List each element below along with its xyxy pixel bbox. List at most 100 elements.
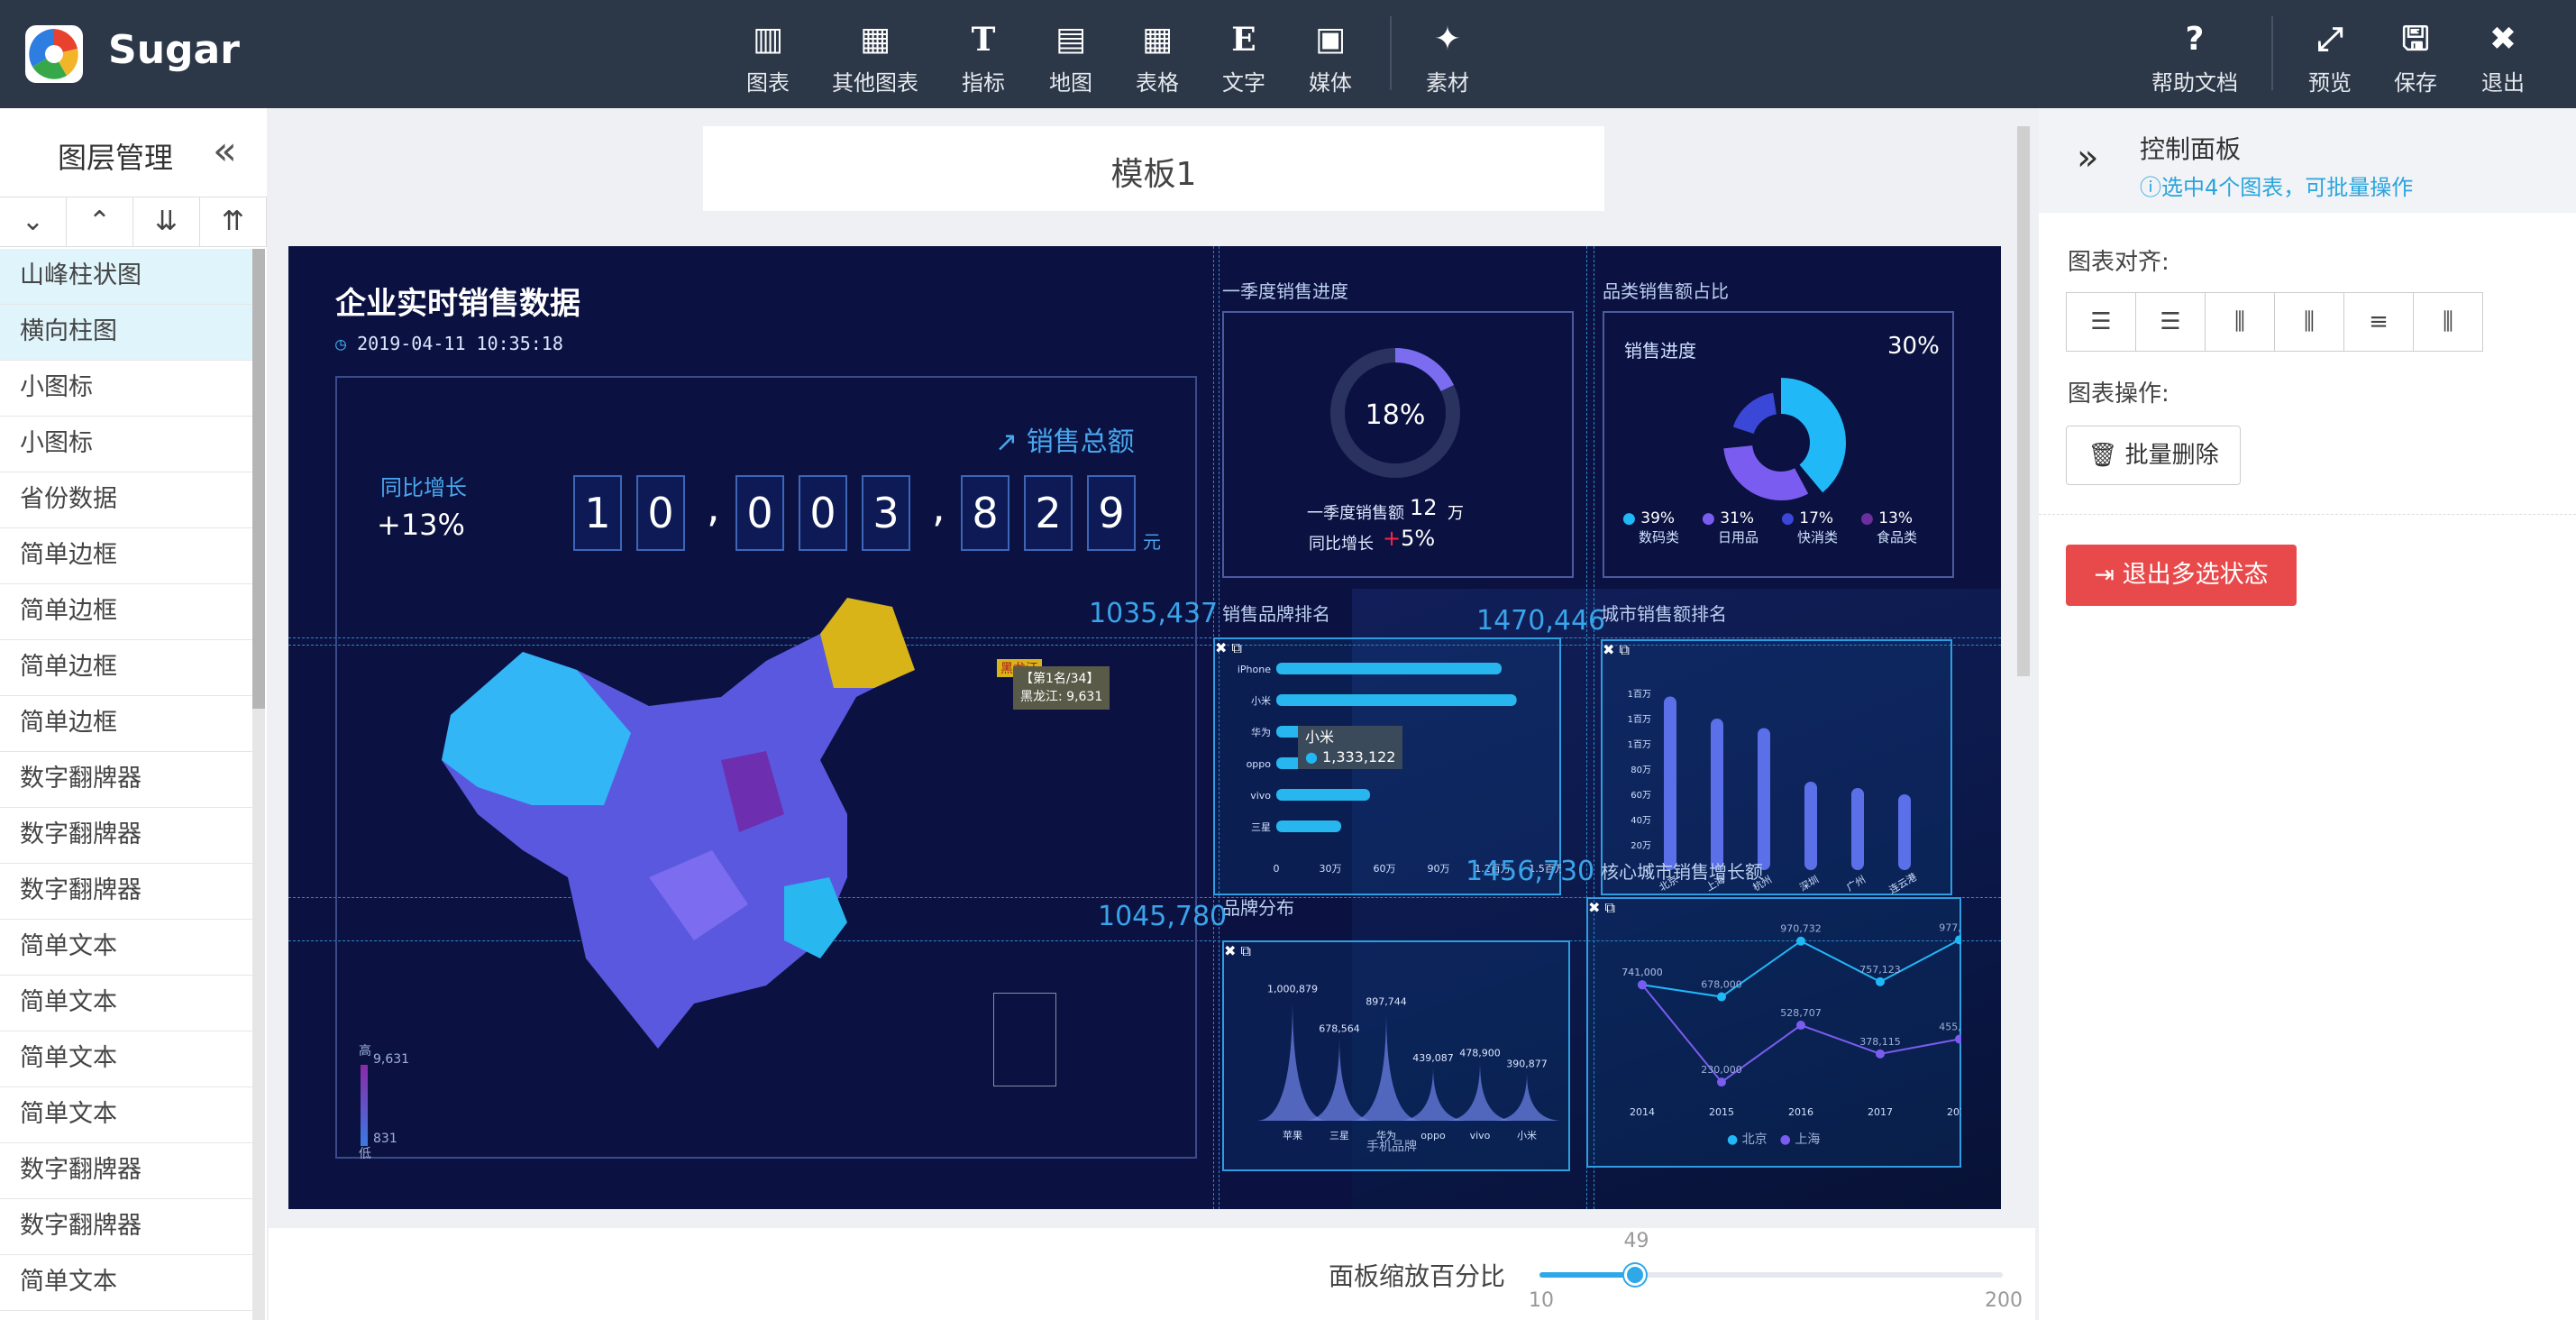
city-tick-label: 40万 bbox=[1631, 816, 1651, 826]
align-bottom-icon[interactable]: ⫼ bbox=[2274, 292, 2344, 352]
widget-close-icon[interactable]: ✖ ⧉ bbox=[1603, 641, 1630, 658]
brand-peak bbox=[1491, 1072, 1563, 1121]
yoy-value: +13% bbox=[377, 508, 465, 542]
control-panel: » 控制面板 ⓘ选中4个图表，可批量操作 图表对齐: ☰ ☰ ⫼ ⫼ ≡ ⫼ 图… bbox=[2039, 108, 2576, 1320]
zoom-slider-handle[interactable] bbox=[1623, 1264, 1646, 1286]
zoom-slider-track[interactable] bbox=[1539, 1272, 2003, 1278]
toolbar-other-charts-button[interactable]: ▦ 其他图表 bbox=[826, 20, 925, 96]
layer-item[interactable]: 简单文本 bbox=[0, 1255, 252, 1311]
template-title-box[interactable]: 模板1 bbox=[703, 126, 1604, 211]
toolbar-media-button[interactable]: ▣ 媒体 bbox=[1281, 20, 1380, 96]
layer-scrollbar[interactable] bbox=[252, 249, 265, 1320]
align-top-icon[interactable]: ⫼ bbox=[2205, 292, 2275, 352]
layer-item[interactable]: 数字翻牌器 bbox=[0, 752, 252, 808]
city-rank-widget-selected[interactable] bbox=[1601, 639, 1952, 895]
canvas-scrollbar[interactable] bbox=[2017, 126, 2030, 676]
preview-button[interactable]: ⤢ 预览 bbox=[2280, 20, 2380, 96]
toolbar-text-button[interactable]: E 文字 bbox=[1194, 20, 1293, 96]
growth-point bbox=[1955, 1034, 1961, 1044]
map-region-hunan[interactable] bbox=[649, 850, 748, 940]
layer-item[interactable]: 数字翻牌器 bbox=[0, 1143, 252, 1199]
q1-progress-widget[interactable] bbox=[1222, 311, 1574, 578]
save-button[interactable]: 🖫 保存 bbox=[2366, 20, 2465, 96]
city-bar bbox=[1664, 696, 1676, 870]
align-center-icon[interactable]: ⫼ bbox=[2413, 292, 2483, 352]
brand-peak-value: 390,877 bbox=[1506, 1059, 1548, 1070]
brand-peak bbox=[1397, 1067, 1469, 1121]
close-icon: ✖ bbox=[2489, 21, 2517, 58]
layer-scrollbar-thumb[interactable] bbox=[252, 249, 265, 709]
layer-item[interactable]: 省份数据 bbox=[0, 472, 252, 528]
align-left-icon[interactable]: ☰ bbox=[2066, 292, 2136, 352]
align-right-icon[interactable]: ☰ bbox=[2135, 292, 2206, 352]
layer-item[interactable]: 小图标 bbox=[0, 417, 252, 472]
widget-close-icon[interactable]: ✖ ⧉ bbox=[1224, 942, 1251, 959]
category-donut bbox=[1716, 378, 1846, 508]
guide-line bbox=[1586, 246, 1587, 1209]
layer-item[interactable]: 简单文本 bbox=[0, 1031, 252, 1087]
exit-button[interactable]: ✖ 退出 bbox=[2453, 20, 2553, 96]
toolbar-table-button[interactable]: ▦ 表格 bbox=[1108, 20, 1207, 96]
text-t-icon: T bbox=[971, 21, 996, 59]
layer-item[interactable]: 简单边框 bbox=[0, 528, 252, 584]
layer-item[interactable]: 简单边框 bbox=[0, 584, 252, 640]
brand-tooltip: 小米 ● 1,333,122 bbox=[1298, 726, 1403, 769]
dashboard-canvas[interactable]: 企业实时销售数据 ◷ 2019-04-11 10:35:18 ↗ 销售总额 同比… bbox=[288, 246, 2001, 1209]
city-bar bbox=[1758, 728, 1770, 870]
growth-value: 455,654 bbox=[1939, 1021, 1961, 1032]
zoom-bar: 面板缩放百分比 49 10 200 bbox=[269, 1228, 2035, 1320]
toolbar-map-button[interactable]: ▤ 地图 bbox=[1021, 20, 1120, 96]
map-region-xinjiang[interactable] bbox=[442, 652, 631, 805]
growth-point bbox=[1796, 1021, 1805, 1031]
category-widget[interactable] bbox=[1603, 311, 1954, 578]
digit-card: 0 bbox=[735, 475, 784, 551]
growth-value: 977,412 bbox=[1939, 921, 1961, 933]
layer-item[interactable]: 数字翻牌器 bbox=[0, 864, 252, 920]
batch-delete-button[interactable]: 🗑 批量删除 bbox=[2066, 426, 2241, 485]
move-down-icon[interactable]: ⌄ bbox=[0, 197, 67, 246]
q1-sales-label: 一季度销售额 bbox=[1307, 504, 1404, 523]
city-bar-label: 深圳 bbox=[1797, 874, 1821, 894]
city-tick-label: 20万 bbox=[1631, 841, 1651, 851]
layer-item[interactable]: 小图标 bbox=[0, 361, 252, 417]
layer-item[interactable]: 数字翻牌器 bbox=[0, 808, 252, 864]
layer-item[interactable]: 数字翻牌器 bbox=[0, 1199, 252, 1255]
brand-dist-widget-selected[interactable] bbox=[1222, 940, 1570, 1171]
collapse-left-icon[interactable]: « bbox=[213, 128, 237, 174]
brand-peak-value: 1,000,879 bbox=[1267, 984, 1318, 995]
category-legend-item: ● 13% 食品类 bbox=[1860, 509, 1918, 545]
main-map-frame[interactable] bbox=[335, 376, 1197, 1159]
widget-close-icon[interactable]: ✖ ⧉ bbox=[1588, 899, 1615, 916]
growth-value: 528,707 bbox=[1780, 1007, 1822, 1019]
layer-item[interactable]: 横向柱图 bbox=[0, 305, 252, 361]
guide-line bbox=[288, 645, 2001, 646]
map-region-shanxi[interactable] bbox=[721, 751, 784, 832]
move-bottom-icon[interactable]: ⇊ bbox=[133, 197, 200, 246]
layer-item[interactable]: 简单文本 bbox=[0, 976, 252, 1031]
city-bar bbox=[1804, 782, 1817, 870]
brand-bar-label: vivo bbox=[1250, 790, 1271, 802]
toolbar-material-button[interactable]: ✦ 素材 bbox=[1398, 20, 1497, 96]
align-middle-icon[interactable]: ≡ bbox=[2343, 292, 2414, 352]
china-map[interactable] bbox=[424, 580, 928, 1085]
exit-multiselect-button[interactable]: ⇥ 退出多选状态 bbox=[2066, 545, 2297, 606]
toolbar-chart-button[interactable]: ▥ 图表 bbox=[718, 20, 818, 96]
city-growth-widget-selected[interactable] bbox=[1586, 897, 1961, 1168]
toolbar-divider-right bbox=[2271, 16, 2273, 90]
layer-item[interactable]: 简单文本 bbox=[0, 1087, 252, 1143]
move-up-icon[interactable]: ⌃ bbox=[67, 197, 133, 246]
template-title: 模板1 bbox=[1110, 156, 1197, 193]
toolbar-metric-button[interactable]: T 指标 bbox=[934, 20, 1033, 96]
widget-close-icon[interactable]: ✖ ⧉ bbox=[1215, 639, 1242, 656]
zoom-slider-fill bbox=[1539, 1272, 1635, 1278]
help-docs-button[interactable]: ? 帮助文档 bbox=[2139, 20, 2251, 96]
layer-item[interactable]: 简单边框 bbox=[0, 696, 252, 752]
move-top-icon[interactable]: ⇈ bbox=[200, 197, 267, 246]
layer-item[interactable]: 简单边框 bbox=[0, 640, 252, 696]
layer-item[interactable]: 山峰柱状图 bbox=[0, 249, 252, 305]
q1-title: 一季度销售进度 bbox=[1222, 280, 1348, 302]
layer-item[interactable]: 简单文本 bbox=[0, 920, 252, 976]
expand-right-icon[interactable]: » bbox=[2077, 137, 2099, 179]
map-region-heilongjiang[interactable] bbox=[820, 598, 915, 688]
map-region-fujian[interactable] bbox=[784, 877, 847, 958]
